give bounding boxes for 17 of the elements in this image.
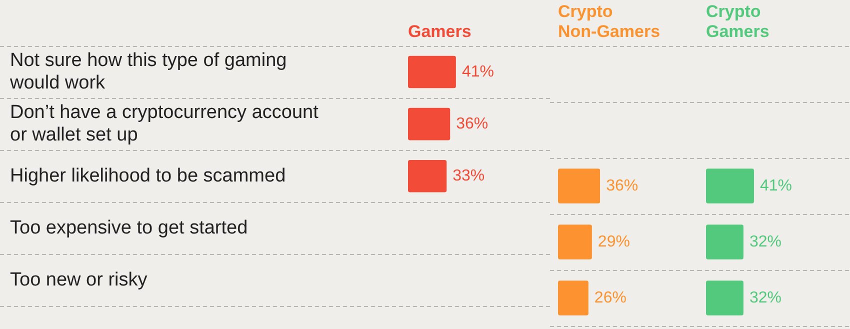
data-label: 32% — [749, 289, 782, 306]
y-tick-label: Too expensive to get started — [10, 217, 248, 238]
series-label: Gamers — [408, 22, 472, 41]
data-label: 29% — [598, 233, 630, 250]
text: Crypto Gamers — [706, 2, 770, 41]
y-tick-label: Too new or risky — [10, 269, 148, 290]
y-tick-label: Higher likelihood to be scammed — [10, 165, 286, 186]
data-label: 36% — [606, 177, 638, 194]
data-label: 32% — [749, 233, 782, 250]
text: Crypto Non-Gamers — [558, 2, 660, 41]
data-label: 26% — [594, 289, 626, 306]
data-label: 36% — [456, 115, 488, 132]
y-tick-label: Not sure how this type of gaming would work — [9, 50, 287, 94]
data-label: 41% — [462, 63, 494, 80]
data-label: 33% — [452, 168, 485, 185]
data-label: 41% — [760, 177, 792, 194]
y-tick-label: Don’t have a cryptocurrency account or wallet set up — [10, 102, 320, 146]
